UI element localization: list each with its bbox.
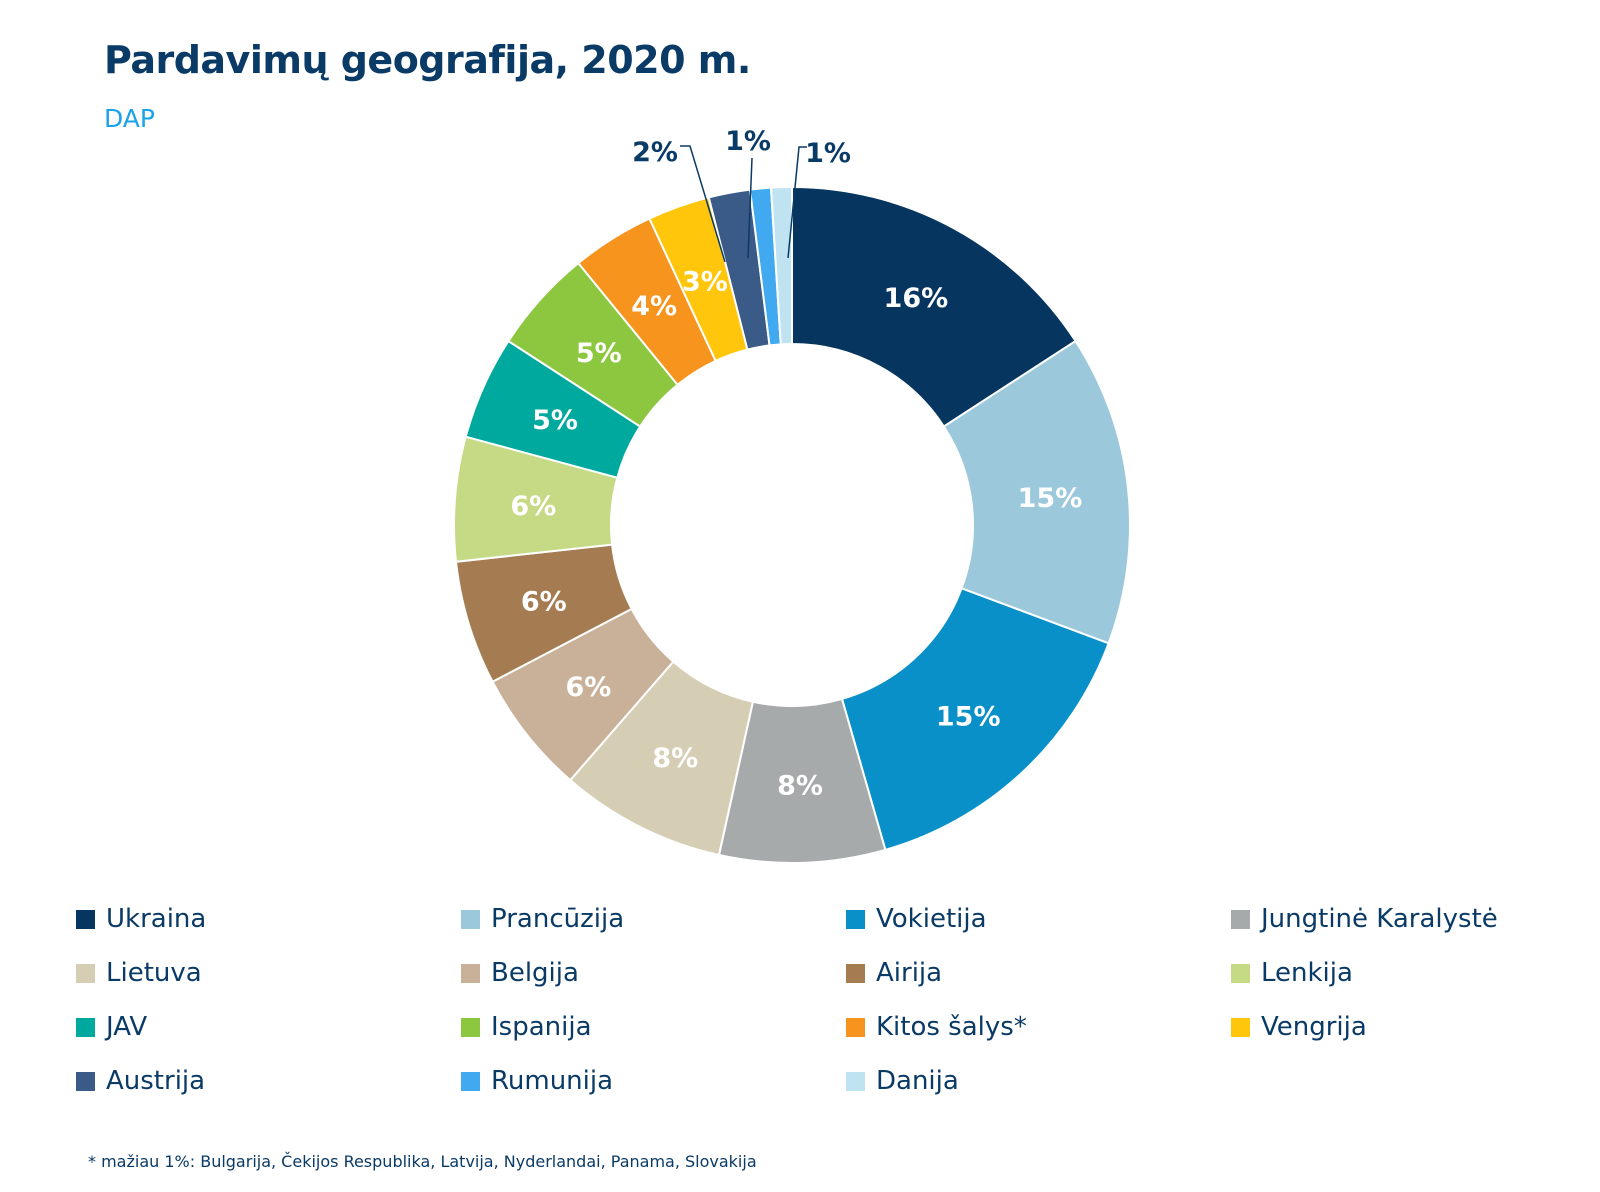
legend-label: Rumunija	[491, 1066, 614, 1096]
legend-label: Vengrija	[1261, 1012, 1367, 1042]
data-label-ukraina: 16%	[884, 283, 949, 314]
legend-label: Airija	[876, 958, 943, 988]
data-label-rumunija: 1%	[725, 126, 771, 157]
legend-label: Kitos šalys*	[876, 1012, 1027, 1042]
legend-label: Lietuva	[106, 958, 202, 988]
legend-item-kitos-salys: Kitos šalys*	[846, 1012, 1231, 1042]
legend-item-airija: Airija	[846, 958, 1231, 988]
data-label-jungtine-karalyste: 8%	[777, 770, 823, 801]
legend-swatch	[846, 1071, 865, 1091]
data-label-lenkija: 6%	[510, 491, 556, 522]
chart-footnote: * mažiau 1%: Bulgarija, Čekijos Respubli…	[88, 1152, 757, 1171]
legend-item-ukraina: Ukraina	[76, 904, 461, 934]
legend-label: Lenkija	[1261, 958, 1353, 988]
legend-swatch	[1231, 1017, 1250, 1037]
data-label-vengrija: 3%	[682, 267, 728, 298]
data-label-kitos-salys: 4%	[631, 291, 677, 322]
legend-swatch	[76, 963, 95, 983]
legend-item-vengrija: Vengrija	[1231, 1012, 1576, 1042]
legend-item-belgija: Belgija	[461, 958, 846, 988]
data-label-lietuva: 8%	[652, 743, 698, 774]
legend-item-ispanija: Ispanija	[461, 1012, 846, 1042]
legend-swatch	[461, 963, 480, 983]
legend-label: Jungtinė Karalystė	[1261, 904, 1498, 934]
data-label-vokietija: 15%	[936, 701, 1001, 732]
legend-item-danija: Danija	[846, 1066, 1231, 1096]
data-label-prancuzija: 15%	[1018, 483, 1083, 514]
legend-swatch	[461, 1071, 480, 1091]
data-label-austrija: 2%	[632, 137, 678, 168]
legend-label: Belgija	[491, 958, 579, 988]
slice-vokietija	[840, 587, 1110, 852]
slice-danija	[769, 185, 793, 346]
legend-item-rumunija: Rumunija	[461, 1066, 846, 1096]
leader-line-rumunija	[747, 157, 753, 259]
chart-title: Pardavimų geografija, 2020 m.	[104, 38, 751, 82]
legend-item-vokietija: Vokietija	[846, 904, 1231, 934]
data-label-ispanija: 5%	[576, 338, 622, 369]
leader-line-austrija	[680, 145, 726, 263]
legend-item-lenkija: Lenkija	[1231, 958, 1576, 988]
legend-label: Vokietija	[876, 904, 987, 934]
chart-legend: Ukraina Prancūzija Vokietija Jungtinė Karal…	[76, 904, 1576, 1096]
data-label-airija: 6%	[521, 587, 567, 618]
legend-swatch	[461, 1017, 480, 1037]
legend-label: Danija	[876, 1066, 959, 1096]
legend-item-jungtine-karalyste: Jungtinė Karalystė	[1231, 904, 1576, 934]
data-label-belgija: 6%	[565, 672, 611, 703]
legend-swatch	[846, 909, 865, 929]
legend-swatch	[76, 1071, 95, 1091]
data-label-danija: 1%	[805, 138, 851, 169]
legend-label: Austrija	[106, 1066, 206, 1096]
data-label-jav: 5%	[532, 405, 578, 436]
legend-swatch	[846, 1017, 865, 1037]
slice-prancuzija	[942, 339, 1132, 645]
legend-label: Ispanija	[491, 1012, 592, 1042]
legend-label: JAV	[106, 1012, 148, 1042]
legend-item-prancuzija: Prancūzija	[461, 904, 846, 934]
legend-swatch	[461, 909, 480, 929]
leader-line-danija	[787, 146, 807, 259]
legend-swatch	[1231, 963, 1250, 983]
legend-item-lietuva: Lietuva	[76, 958, 461, 988]
chart-subtitle: DAP	[104, 104, 155, 133]
legend-item-austrija: Austrija	[76, 1066, 461, 1096]
legend-label: Prancūzija	[491, 904, 625, 934]
legend-item-jav: JAV	[76, 1012, 461, 1042]
legend-label: Ukraina	[106, 904, 207, 934]
legend-swatch	[76, 1017, 95, 1037]
legend-swatch	[1231, 909, 1250, 929]
slice-ukraina	[791, 185, 1077, 428]
legend-swatch	[846, 963, 865, 983]
legend-swatch	[76, 909, 95, 929]
